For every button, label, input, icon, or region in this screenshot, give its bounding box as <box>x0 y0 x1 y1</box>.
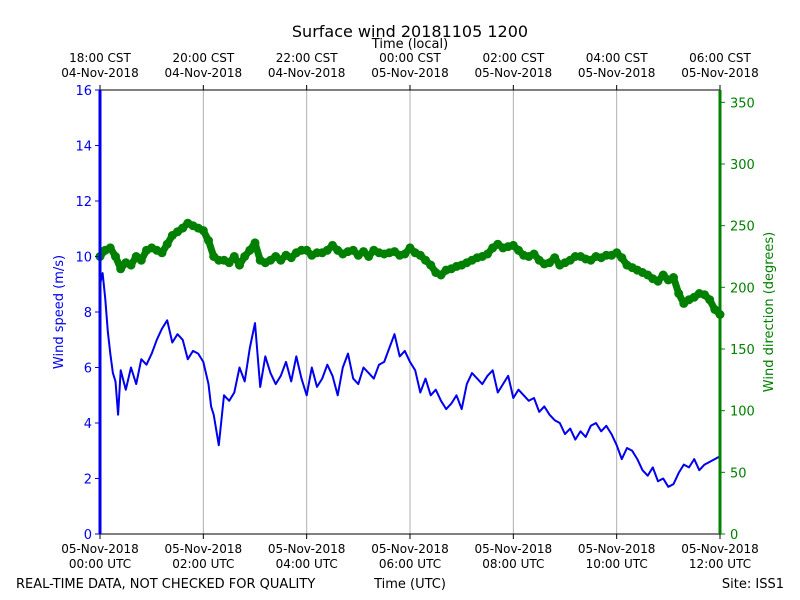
direction-point <box>705 295 715 305</box>
right-tick-label: 200 <box>730 281 755 296</box>
bottom-tick-time: 02:00 UTC <box>172 557 234 571</box>
top-tick-time: 18:00 CST <box>69 51 131 65</box>
top-tick-date: 05-Nov-2018 <box>475 66 553 80</box>
left-axis-ticks: 0 2 4 6 8 10 12 14 16 <box>75 84 100 543</box>
left-tick-label: 4 <box>84 417 92 432</box>
direction-point <box>126 260 136 270</box>
direction-point <box>529 249 539 259</box>
top-tick-date: 05-Nov-2018 <box>681 66 759 80</box>
direction-point <box>674 289 684 298</box>
vertical-grid <box>202 90 618 534</box>
bottom-tick-time: 12:00 UTC <box>689 557 751 571</box>
footer-site: Site: ISS1 <box>722 577 784 592</box>
left-tick-label: 2 <box>84 473 92 488</box>
direction-point <box>198 226 208 236</box>
direction-point <box>105 243 115 253</box>
top-tick-date: 05-Nov-2018 <box>371 66 449 80</box>
left-tick-label: 14 <box>75 140 92 155</box>
left-tick-label: 16 <box>75 84 92 99</box>
bottom-tick-time: 08:00 UTC <box>482 557 544 571</box>
chart-title: Surface wind 20181105 1200 <box>292 22 528 41</box>
direction-point <box>653 276 663 286</box>
left-tick-label: 6 <box>84 362 92 377</box>
right-tick-label: 350 <box>730 96 755 111</box>
left-axis-label: Wind speed (m/s) <box>52 255 67 369</box>
bottom-tick-date: 05-Nov-2018 <box>371 542 449 556</box>
top-tick-time: 20:00 CST <box>172 51 234 65</box>
direction-point <box>426 260 436 270</box>
bottom-tick-time: 04:00 UTC <box>276 557 338 571</box>
direction-point <box>250 238 260 248</box>
bottom-tick-time: 10:00 UTC <box>586 557 648 571</box>
bottom-tick-time: 06:00 UTC <box>379 557 441 571</box>
right-tick-label: 150 <box>730 343 755 358</box>
left-tick-label: 12 <box>75 195 92 210</box>
direction-point <box>617 253 627 263</box>
direction-point <box>204 236 213 245</box>
speed-series-line <box>99 272 721 488</box>
top-tick-time: 06:00 CST <box>689 51 751 65</box>
direction-point <box>550 253 560 263</box>
top-tick-date: 04-Nov-2018 <box>165 66 243 80</box>
right-tick-label: 100 <box>730 405 755 420</box>
series-layer <box>95 218 725 488</box>
left-tick-label: 10 <box>75 251 92 266</box>
right-axis-label: Wind direction (degrees) <box>762 232 777 392</box>
direction-point <box>162 239 172 249</box>
right-tick-label: 0 <box>730 528 738 543</box>
direction-point <box>400 249 410 259</box>
top-tick-date: 05-Nov-2018 <box>578 66 656 80</box>
bottom-tick-date: 05-Nov-2018 <box>475 542 553 556</box>
direction-point <box>235 260 244 270</box>
right-axis-ticks: 0 50 100 150 200 250 300 350 <box>720 96 755 543</box>
direction-point <box>111 252 120 261</box>
bottom-tick-date: 05-Nov-2018 <box>268 542 346 556</box>
bottom-tick-date: 05-Nov-2018 <box>578 542 656 556</box>
direction-point <box>483 249 492 259</box>
x-axis-label: Time (UTC) <box>373 577 446 592</box>
direction-point <box>240 252 250 261</box>
right-tick-label: 300 <box>730 158 755 173</box>
direction-point <box>224 258 234 268</box>
top-tick-time: 00:00 CST <box>379 51 441 65</box>
top-tick-date: 04-Nov-2018 <box>268 66 346 80</box>
direction-point <box>245 245 255 255</box>
top-tick-time: 04:00 CST <box>586 51 648 65</box>
bottom-tick-date: 05-Nov-2018 <box>61 542 139 556</box>
direction-point <box>669 273 678 282</box>
right-tick-label: 250 <box>730 220 755 235</box>
direction-point <box>364 252 374 261</box>
top-tick-time: 02:00 CST <box>482 51 544 65</box>
top-axis-label: Time (local) <box>371 37 448 52</box>
bottom-tick-date: 05-Nov-2018 <box>165 542 243 556</box>
top-tick-time: 22:00 CST <box>276 51 338 65</box>
bottom-tick-time: 00:00 UTC <box>69 557 131 571</box>
direction-point <box>116 264 126 274</box>
left-tick-label: 8 <box>84 306 92 321</box>
bottom-tick-date: 05-Nov-2018 <box>681 542 759 556</box>
direction-point <box>136 255 146 265</box>
left-tick-label: 0 <box>84 528 92 543</box>
top-tick-date: 04-Nov-2018 <box>61 66 139 80</box>
footer-quality-note: REAL-TIME DATA, NOT CHECKED FOR QUALITY <box>16 577 315 592</box>
right-tick-label: 50 <box>730 466 747 481</box>
direction-point <box>157 248 167 258</box>
direction-point <box>229 252 239 261</box>
